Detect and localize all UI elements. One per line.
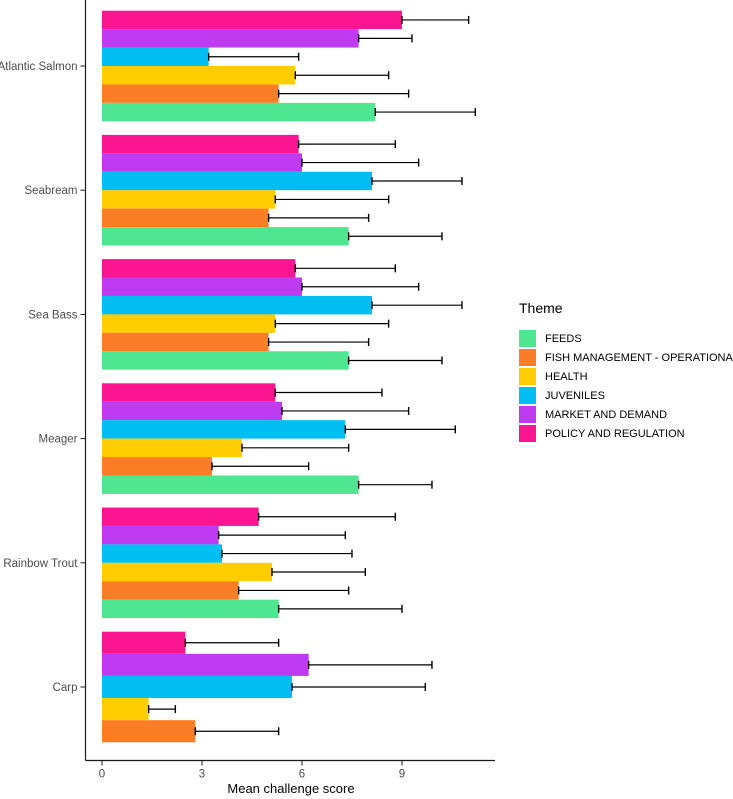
legend: Theme FEEDS FISH MANAGEMENT - OPERATIONAL… — [519, 300, 733, 443]
bar — [102, 675, 292, 699]
bar — [102, 295, 372, 315]
bar — [102, 438, 242, 458]
legend-title: Theme — [519, 300, 563, 316]
bar — [102, 227, 349, 246]
bar — [102, 102, 376, 122]
bar — [102, 10, 402, 30]
y-axis-category-label: Rainbow Trout — [3, 558, 78, 570]
bar — [102, 420, 346, 439]
bar — [102, 544, 222, 563]
bar — [102, 332, 269, 352]
legend-swatch — [519, 406, 536, 423]
bar — [102, 562, 272, 582]
x-axis-title: Mean challenge score — [227, 781, 355, 796]
bar — [102, 47, 209, 66]
bar — [102, 314, 276, 333]
legend-swatch — [519, 425, 536, 442]
bar — [102, 507, 259, 526]
legend-swatch — [519, 349, 536, 366]
legend-label: MARKET AND DEMAND — [545, 408, 668, 421]
legend-label: FISH MANAGEMENT - OPERATIONAL — [545, 351, 733, 364]
bar — [102, 171, 372, 191]
bar — [102, 259, 296, 278]
bar — [102, 525, 219, 545]
x-axis-tick-label: 0 — [99, 769, 105, 781]
y-axis-category-label: Seabream — [24, 185, 77, 197]
y-axis-category-label: Atlantic Salmon — [0, 61, 78, 73]
legend-item: MARKET AND DEMAND — [519, 405, 733, 424]
x-axis-tick-label: 9 — [399, 769, 405, 781]
legend-swatch — [519, 368, 536, 385]
legend-label: POLICY AND REGULATION — [545, 427, 685, 440]
x-axis-tick-label: 3 — [199, 769, 205, 781]
legend-item: JUVENILES — [519, 386, 733, 405]
bar — [102, 599, 279, 619]
bar — [102, 631, 186, 654]
legend-item: POLICY AND REGULATION — [519, 424, 733, 443]
bar — [102, 277, 302, 296]
legend-items: FEEDS FISH MANAGEMENT - OPERATIONAL HEALTH… — [519, 329, 733, 443]
bar — [102, 84, 279, 103]
bar — [102, 383, 276, 402]
bar — [102, 153, 302, 172]
legend-item: HEALTH — [519, 367, 733, 386]
x-axis-tick-label: 6 — [299, 769, 305, 781]
legend-swatch — [519, 330, 536, 347]
bar — [102, 134, 299, 154]
bar — [102, 208, 269, 228]
bar — [102, 581, 239, 600]
legend-item: FISH MANAGEMENT - OPERATIONAL — [519, 348, 733, 367]
y-axis-category-label: Meager — [39, 434, 78, 446]
legend-label: FEEDS — [545, 332, 582, 345]
bar — [102, 66, 296, 85]
bar — [102, 457, 212, 476]
legend-label: JUVENILES — [545, 389, 605, 402]
bar — [102, 401, 282, 421]
y-axis-category-label: Sea Bass — [28, 309, 77, 321]
bar — [102, 190, 276, 209]
y-axis-category-label: Carp — [53, 682, 78, 694]
legend-swatch — [519, 387, 536, 404]
bar — [102, 475, 359, 494]
bar — [102, 720, 196, 743]
bar — [102, 653, 309, 676]
bar — [102, 29, 359, 48]
bar — [102, 698, 149, 721]
bar — [102, 351, 349, 370]
legend-label: HEALTH — [545, 370, 588, 383]
legend-item: FEEDS — [519, 329, 733, 348]
